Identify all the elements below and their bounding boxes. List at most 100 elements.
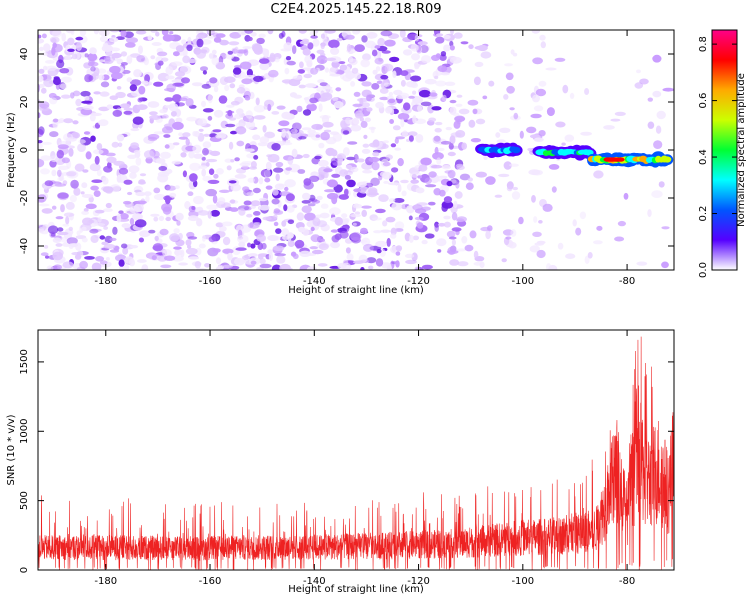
spectrogram-noise-blob (250, 260, 257, 265)
spectrogram-noise-blob (182, 49, 188, 57)
spectrogram-noise-blob (89, 163, 101, 172)
spectrogram-noise-blob (458, 108, 470, 115)
spectrogram-noise-blob (176, 220, 181, 226)
spectrogram-noise-blob (141, 264, 149, 270)
spectrogram-noise-blob (122, 247, 129, 255)
spectrogram-noise-blob (128, 165, 140, 174)
spectrogram-noise-blob (485, 176, 496, 185)
spectrogram-noise-blob (123, 179, 133, 185)
spectrogram-noise-blob (393, 198, 405, 203)
spectrogram-noise-blob (177, 232, 183, 240)
spectrogram-noise-blob (244, 148, 255, 152)
spectrogram-noise-blob (98, 119, 109, 127)
spectrogram-noise-blob (103, 244, 116, 249)
spectrogram-noise-blob (530, 113, 542, 119)
spectrogram-noise-blob (253, 115, 266, 120)
y-tick-label: 1000 (19, 419, 30, 444)
spectrogram-noise-blob (432, 135, 442, 144)
spectrogram-noise-blob (345, 34, 355, 40)
spectrogram-noise-blob (134, 219, 147, 228)
spectrogram-noise-blob (130, 142, 140, 149)
spectrogram-noise-blob (151, 255, 157, 261)
spectrogram-noise-blob (226, 165, 232, 171)
spectrogram-noise-blob (44, 180, 54, 187)
spectrogram-noise-blob (125, 208, 136, 215)
spectrogram-noise-blob (245, 120, 256, 130)
spectrogram-noise-blob (446, 230, 456, 238)
spectrogram-noise-blob (350, 231, 362, 241)
spectrogram-noise-blob (332, 133, 343, 142)
spectrogram-noise-blob (79, 260, 88, 269)
spectrogram-noise-blob (56, 59, 65, 69)
spectrogram-noise-blob (161, 30, 169, 36)
x-tick-label: -100 (511, 276, 534, 287)
spectrogram-noise-blob (200, 66, 208, 72)
spectrogram-noise-blob (82, 169, 89, 173)
spectrogram-noise-blob (217, 197, 226, 205)
spectrogram-noise-blob (164, 144, 170, 149)
spectrogram-noise-blob (562, 84, 569, 94)
spectrogram-noise-blob (441, 94, 447, 102)
spectrogram-noise-blob (424, 233, 435, 239)
spectrogram-noise-blob (285, 167, 293, 171)
spectrogram-noise-blob (388, 98, 396, 104)
spectrogram-noise-blob (91, 262, 102, 270)
spectrogram-noise-blob (487, 225, 493, 232)
spectrogram-noise-blob (129, 84, 138, 92)
spectrogram-noise-blob (80, 90, 91, 97)
spectrogram-noise-blob (213, 85, 219, 93)
spectrogram-noise-blob (312, 217, 321, 227)
spectrogram-noise-blob (575, 227, 582, 236)
spectrogram-noise-blob (225, 123, 236, 128)
spectrogram-noise-blob (163, 134, 171, 138)
y-tick-label: 40 (19, 48, 30, 61)
spectrogram-noise-blob (436, 33, 444, 37)
y-tick-label: 0 (19, 567, 30, 573)
spectrogram-noise-blob (449, 56, 462, 64)
spectrogram-noise-blob (259, 136, 270, 144)
spectrogram-noise-blob (98, 106, 110, 112)
spectrogram-noise-blob (198, 243, 206, 249)
spectrogram-noise-blob (180, 152, 187, 158)
spectrogram-noise-blob (215, 257, 222, 265)
spectrogram-noise-blob (236, 140, 245, 147)
spectrogram-noise-blob (312, 38, 320, 47)
spectrogram-noise-blob (292, 45, 297, 55)
spectrogram-noise-blob (207, 179, 220, 184)
spectrogram-noise-blob (299, 61, 304, 69)
spectrogram-noise-blob (276, 105, 286, 110)
spectrogram-noise-blob (499, 127, 511, 133)
spectrogram-noise-blob (281, 129, 287, 138)
spectrogram-noise-blob (221, 264, 233, 269)
spectrogram-noise-blob (370, 177, 380, 186)
spectrogram-noise-blob (510, 229, 517, 237)
spectrogram-noise-blob (139, 173, 147, 177)
spectrogram-noise-blob (451, 227, 462, 232)
spectrogram-noise-blob (475, 118, 486, 125)
spectrogram-noise-blob (44, 245, 49, 249)
spectrogram-noise-blob (143, 150, 155, 159)
spectrogram-noise-blob (193, 195, 204, 205)
spectrogram-noise-blob (400, 79, 406, 87)
spectrogram-noise-blob (297, 169, 306, 174)
spectrogram-noise-blob (394, 137, 399, 144)
spectrogram-noise-blob (536, 240, 546, 245)
spectrogram-noise-blob (172, 142, 180, 146)
spectrogram-noise-blob (352, 222, 357, 226)
spectrogram-noise-blob (207, 210, 212, 219)
spectrogram-noise-blob (326, 149, 334, 157)
spectrogram-noise-blob (370, 126, 375, 134)
spectrogram-noise-blob (121, 243, 128, 249)
spectrogram-noise-blob (178, 132, 184, 137)
spectrogram-noise-blob (267, 103, 272, 112)
spectrogram-noise-blob (38, 140, 43, 144)
spectrogram-noise-blob (412, 115, 417, 124)
colorbar-tick-label: 0.4 (698, 149, 709, 165)
spectrogram-noise-blob (401, 130, 408, 138)
spectrogram-noise-blob (47, 225, 59, 234)
spectrogram-noise-blob (603, 125, 615, 130)
spectrogram-noise-blob (229, 207, 239, 212)
spectrogram-noise-blob (346, 179, 356, 188)
spectrogram-noise-blob (531, 30, 540, 34)
spectrogram-noise-blob (513, 112, 519, 120)
